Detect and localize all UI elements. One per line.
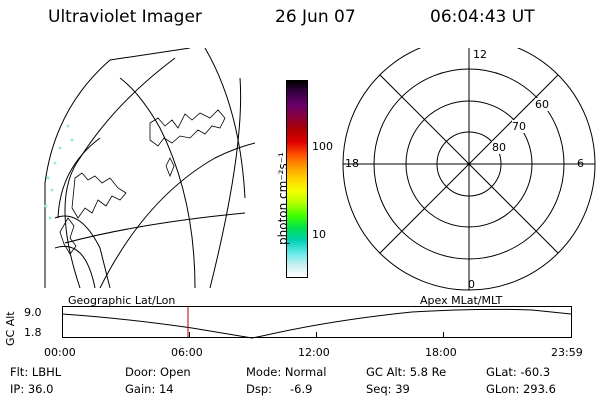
lon-line <box>119 77 196 288</box>
colorbar-tick-100: 100 <box>312 140 333 153</box>
altitude-curve <box>62 308 572 339</box>
app-title: Ultraviolet Imager <box>48 7 202 27</box>
time-tick-0600: 06:00 <box>171 346 203 359</box>
coastline <box>149 109 226 147</box>
time-tick-2359: 23:59 <box>551 346 583 359</box>
filter-info: Flt: LBHL <box>10 365 62 379</box>
colorbar-unit-label: photon cm⁻²s⁻¹ <box>276 152 290 245</box>
polar-label-6: 6 <box>577 157 584 170</box>
gc-alt-max-tick: 9.0 <box>24 306 42 319</box>
polar-label-0: 0 <box>468 278 475 291</box>
apex-mlat-mlt-label: Apex MLat/MLT <box>420 294 503 307</box>
lon-line <box>64 212 246 244</box>
map-limb <box>44 48 191 288</box>
time-tick-1200: 12:00 <box>298 346 330 359</box>
gc-alt-min-tick: 1.8 <box>24 326 42 339</box>
polar-diagonal <box>379 74 559 254</box>
coastline <box>71 172 127 219</box>
seq-info: Seq: 39 <box>366 382 410 396</box>
time-tick-0000: 00:00 <box>44 346 76 359</box>
polar-label-60: 60 <box>535 98 549 111</box>
lon-line <box>209 77 242 288</box>
gc-alt-info: GC Alt: 5.8 Re <box>366 365 447 379</box>
polar-plot <box>342 48 596 291</box>
lon-line <box>99 142 255 288</box>
map-limb-right <box>204 48 246 199</box>
colorbar-tick-10: 10 <box>312 228 326 241</box>
geographic-map <box>44 48 255 288</box>
glat-info: GLat: -60.3 <box>486 365 551 379</box>
gc-alt-axis-title: GC Alt <box>4 311 17 346</box>
coastline <box>165 157 175 178</box>
lat-arc <box>57 137 101 219</box>
time-tick-1800: 18:00 <box>425 346 457 359</box>
polar-label-70: 70 <box>512 120 526 133</box>
lat-arc <box>54 215 111 288</box>
dsp-value: -6.9 <box>290 382 313 396</box>
dsp-label: Dsp: <box>246 382 273 396</box>
coastline <box>59 217 77 255</box>
date-label: 26 Jun 07 <box>275 7 356 27</box>
lat-arc <box>64 57 176 288</box>
gain-info: Gain: 14 <box>125 382 174 396</box>
mode-info: Mode: Normal <box>246 365 327 379</box>
geographic-latlon-label: Geographic Lat/Lon <box>68 294 176 307</box>
door-info: Door: Open <box>125 365 191 379</box>
intensity-colorbar <box>286 80 308 278</box>
glon-info: GLon: 293.6 <box>486 382 556 396</box>
ip-info: IP: 36.0 <box>10 382 54 396</box>
lat-arc <box>54 246 96 288</box>
polar-label-12: 12 <box>472 48 488 61</box>
time-label: 06:04:43 UT <box>430 7 535 27</box>
polar-label-80: 80 <box>492 141 506 154</box>
polar-label-18: 18 <box>345 157 359 170</box>
altitude-timeline <box>62 306 572 339</box>
